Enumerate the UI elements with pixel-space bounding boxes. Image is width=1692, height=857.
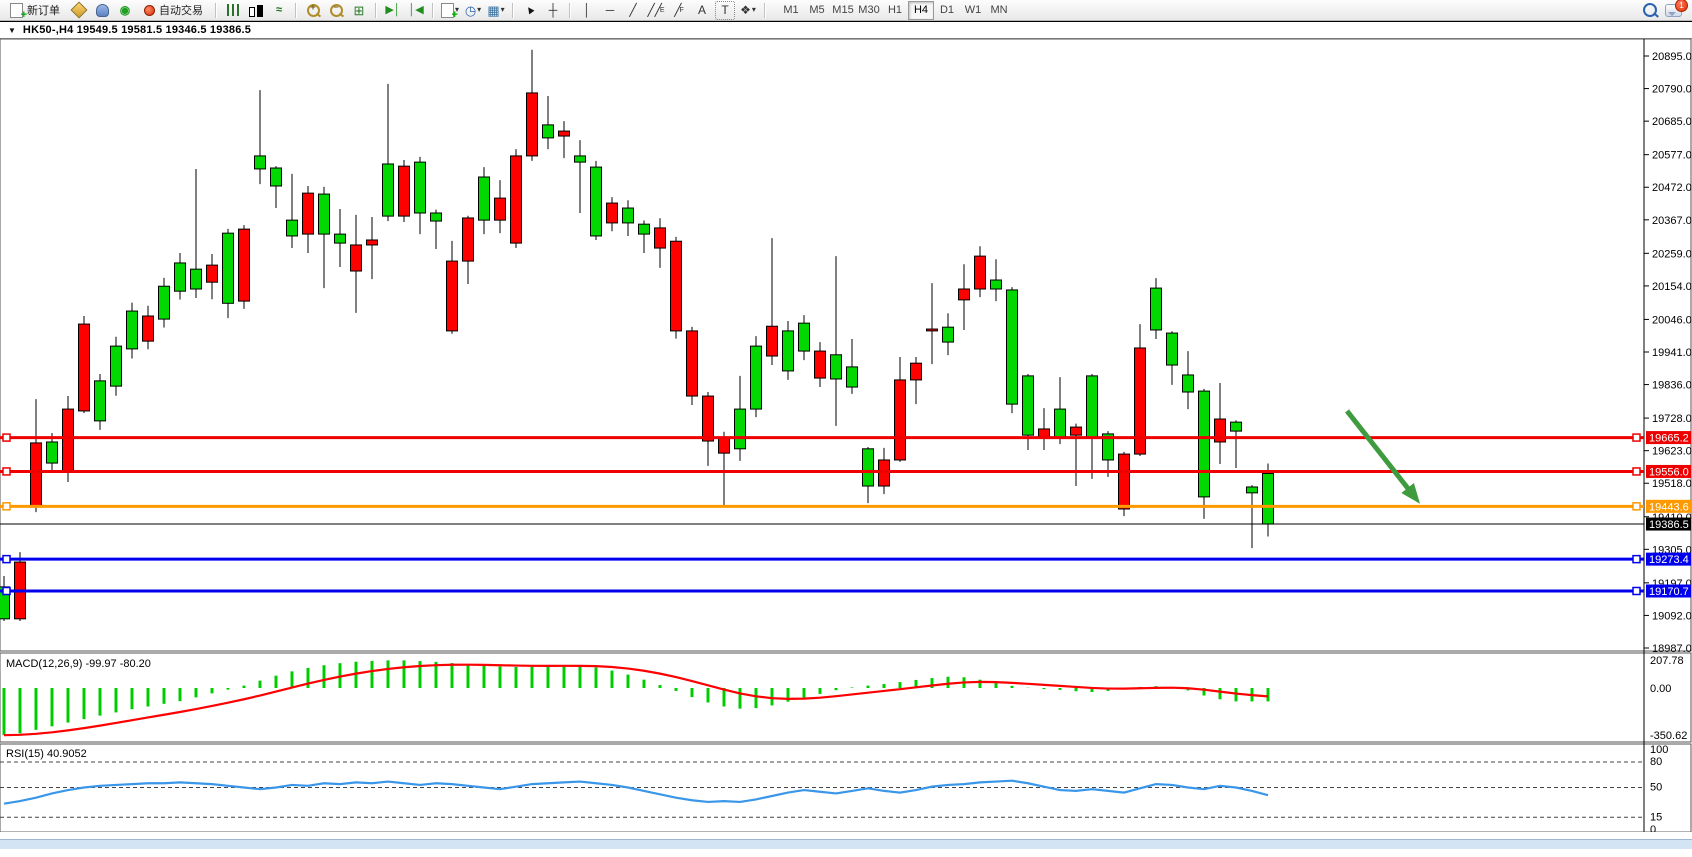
templates-icon[interactable]: ▦ ▾: [487, 2, 505, 18]
timeframe-w1[interactable]: W1: [964, 4, 982, 16]
main-toolbar: + 新订单 ◉ 自动交易 ≈ + − ⊞ ▶│ │◀ + ▾ ◷ ▾ ▦ ▾ ▲ ┼ …: [0, 0, 1692, 21]
channel-icon[interactable]: ╱╱ E: [647, 3, 665, 17]
autotrade-icon: [144, 4, 155, 16]
rsi-label: RSI(15) 40.9052: [6, 748, 87, 760]
chart-shift-icon[interactable]: │◀: [408, 3, 424, 16]
new-order-label: 新订单: [27, 5, 60, 17]
timeframe-m15[interactable]: M15: [832, 4, 854, 16]
svg-text:20472.0: 20472.0: [1652, 182, 1692, 194]
svg-text:19518.0: 19518.0: [1652, 478, 1692, 490]
line-chart-icon[interactable]: ≈: [275, 3, 283, 16]
cursor-icon[interactable]: ▲: [521, 1, 538, 18]
chat-icon[interactable]: 1: [1665, 0, 1688, 17]
timeframe-group: M1 M5 M15 M30 H1 H4 D1 W1 MN: [778, 0, 1012, 20]
autotrade-label: 自动交易: [159, 5, 203, 17]
zoom-in-icon[interactable]: +: [303, 1, 323, 20]
svg-text:20154.0: 20154.0: [1652, 281, 1692, 293]
trendline-icon[interactable]: ╱: [629, 3, 637, 17]
svg-text:19273.4: 19273.4: [1649, 554, 1689, 566]
svg-text:100: 100: [1650, 744, 1668, 756]
collapse-icon[interactable]: ▼: [8, 25, 16, 35]
metaeditor-icon[interactable]: [69, 1, 89, 20]
tile-windows-icon[interactable]: ⊞: [353, 2, 365, 18]
bar-chart-icon[interactable]: [223, 1, 243, 20]
svg-text:19728.0: 19728.0: [1652, 413, 1692, 425]
svg-text:207.78: 207.78: [1650, 655, 1684, 667]
price-chart-canvas[interactable]: 20895.0 20790.0 20685.0 20577.0 20472.0 20367…: [0, 22, 1692, 832]
svg-text:20685.0: 20685.0: [1652, 116, 1692, 128]
auto-scroll-icon[interactable]: ▶│: [385, 3, 401, 16]
chart-window: ▼ HK50-,H4 19549.5 19581.5 19346.5 19386…: [0, 21, 1692, 849]
signals-icon[interactable]: ◉: [119, 3, 131, 17]
fibonacci-icon[interactable]: ╱ F: [674, 3, 684, 17]
accounts-icon[interactable]: [92, 1, 112, 20]
new-order-icon: +: [10, 2, 27, 21]
svg-text:0.00: 0.00: [1650, 683, 1671, 695]
arrows-tool-icon[interactable]: ❖ ▾: [740, 3, 756, 17]
svg-text:20790.0: 20790.0: [1652, 84, 1692, 96]
indicators-icon[interactable]: + ▾: [440, 1, 460, 20]
svg-text:19623.0: 19623.0: [1652, 446, 1692, 458]
svg-text:20367.0: 20367.0: [1652, 215, 1692, 227]
svg-text:19386.5: 19386.5: [1649, 519, 1689, 531]
svg-text:50: 50: [1650, 782, 1662, 794]
svg-text:19941.0: 19941.0: [1652, 347, 1692, 359]
vertical-line-icon[interactable]: │: [583, 3, 591, 17]
text-tool-icon[interactable]: A: [697, 3, 706, 17]
timeframe-m1[interactable]: M1: [783, 4, 799, 16]
new-order-button[interactable]: + 新订单: [4, 0, 66, 21]
svg-text:19836.0: 19836.0: [1652, 380, 1692, 392]
svg-text:0: 0: [1650, 824, 1656, 832]
timeframe-d1[interactable]: D1: [939, 4, 955, 16]
svg-text:-350.62: -350.62: [1650, 730, 1687, 742]
timeframe-h4[interactable]: H4: [908, 0, 934, 20]
horizontal-line-icon[interactable]: ─: [605, 3, 615, 17]
svg-text:20046.0: 20046.0: [1652, 314, 1692, 326]
candlestick-chart-icon[interactable]: [246, 1, 266, 20]
timeframe-m5[interactable]: M5: [809, 4, 825, 16]
periods-icon[interactable]: ◷ ▾: [464, 2, 482, 18]
svg-text:19665.2: 19665.2: [1649, 433, 1689, 445]
svg-text:19092.0: 19092.0: [1652, 610, 1692, 622]
svg-text:18987.0: 18987.0: [1652, 643, 1692, 655]
text-label-icon[interactable]: T: [715, 0, 735, 20]
status-bar: [0, 839, 1692, 849]
timeframe-h1[interactable]: H1: [887, 4, 903, 16]
svg-text:20895.0: 20895.0: [1652, 51, 1692, 63]
macd-label: MACD(12,26,9) -99.97 -80.20: [6, 658, 151, 670]
svg-text:15: 15: [1650, 811, 1662, 823]
svg-text:19443.6: 19443.6: [1649, 501, 1689, 513]
svg-text:80: 80: [1650, 756, 1662, 768]
timeframe-mn[interactable]: MN: [990, 4, 1008, 16]
svg-text:20259.0: 20259.0: [1652, 248, 1692, 260]
svg-text:20577.0: 20577.0: [1652, 150, 1692, 162]
crosshair-icon[interactable]: ┼: [548, 3, 558, 17]
notification-badge: 1: [1675, 0, 1688, 12]
timeframe-m30[interactable]: M30: [858, 4, 880, 16]
autotrade-button[interactable]: 自动交易: [138, 0, 209, 21]
search-icon[interactable]: [1643, 3, 1657, 17]
svg-text:19170.7: 19170.7: [1649, 586, 1689, 598]
chart-title: HK50-,H4 19549.5 19581.5 19346.5 19386.5: [22, 24, 252, 36]
zoom-out-icon[interactable]: −: [326, 1, 346, 20]
svg-text:19556.0: 19556.0: [1649, 466, 1689, 478]
